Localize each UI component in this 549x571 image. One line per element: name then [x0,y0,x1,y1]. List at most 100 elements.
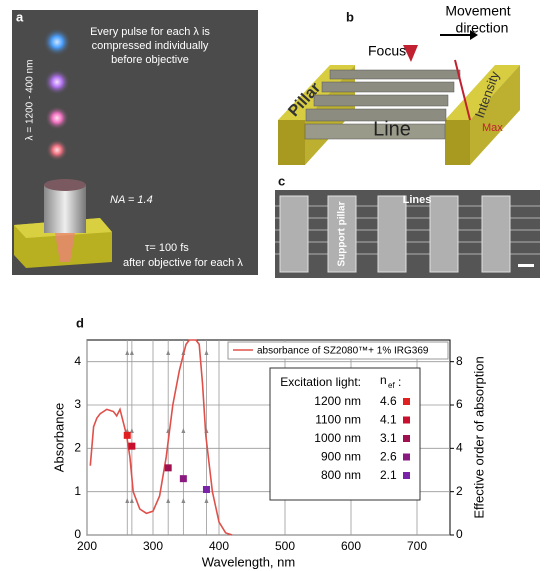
movement-arrowhead [470,30,478,40]
panel-c: c Lines Support pillar [275,173,540,278]
pulse [43,28,71,56]
movement-label: Movement [445,3,510,19]
wavelength-range: λ = 1200 - 400 nm [25,60,36,141]
n-value: 4.1 [380,413,397,427]
pillar [445,65,520,120]
n-sub: ef [388,381,395,390]
guide-arrow [204,350,209,355]
y-tick-label: 0 [74,527,81,541]
excitation-label: 800 nm [321,468,361,482]
note-line: compressed individually [92,40,209,52]
panel-label: d [76,315,84,330]
objective [44,185,86,233]
panel-label: a [16,9,24,24]
guide-arrow [166,498,171,503]
intensity-arrow [454,59,471,121]
table-swatch [403,453,410,461]
y2-tick-label: 6 [456,397,463,411]
pulse [45,106,69,130]
y-axis-label: Absorbance [51,403,66,472]
y-tick-label: 3 [74,397,81,411]
line [321,81,455,93]
marker [123,431,131,439]
max-label: Max [482,122,503,134]
guide-arrow [129,498,134,503]
after-objective: after objective for each λ [123,257,243,269]
pillar [278,120,305,165]
y-tick-label: 1 [74,484,81,498]
excitation-label: 1100 nm [315,413,361,427]
marker [202,486,210,493]
excitation-label: 1000 nm [314,431,361,445]
guide-arrow [129,428,134,433]
sem-pillar [377,195,407,273]
numerical-aperture: NA = 1.4 [110,194,153,206]
absorbance-line [89,339,233,536]
marker [179,475,187,483]
line [305,108,447,122]
marker [164,464,172,472]
sem-pillar [327,195,357,273]
y2-axis-label: Effective order of absorption [471,356,486,518]
table-swatch [403,435,410,442]
n-value: 2.1 [380,468,397,482]
scale-bar [518,264,534,267]
marker [128,442,136,450]
n-header: n [380,373,387,387]
pulse [44,69,70,95]
sem-pillar [481,195,511,273]
sem-pillar [429,195,459,273]
y2-tick-label: 0 [456,527,463,541]
n-colon: : [398,375,401,389]
guide-arrow [125,350,130,355]
note-line: before objective [111,54,189,66]
guide-arrow [129,350,134,355]
table-swatch [403,472,410,479]
panel-label: b [346,9,354,24]
movement-label: direction [456,20,509,36]
legend-label: absorbance of SZ2080™+ 1% IRG369 [257,346,429,357]
objective-top [44,179,86,191]
x-tick-label: 500 [275,539,295,553]
panel-label: c [278,173,285,188]
y2-tick-label: 8 [456,354,463,368]
line-label: Line [373,118,411,140]
excitation-label: 1200 nm [314,394,361,408]
n-value: 4.6 [380,394,397,408]
table-swatch [403,398,410,405]
x-tick-label: 400 [209,539,229,553]
excitation-label: 900 nm [321,450,361,464]
guide-arrow [204,498,209,503]
y2-tick-label: 2 [456,484,463,498]
x-axis-label: Wavelength, nm [202,554,295,569]
guide-arrow [125,498,130,503]
pillar [470,65,520,165]
y-tick-label: 4 [74,354,81,368]
pulse-duration: τ= 100 fs [145,242,189,254]
table-box [269,367,421,501]
x-tick-label: 300 [143,539,163,553]
table-header: Excitation light: [280,375,361,389]
beam [55,233,75,262]
line [329,69,461,80]
pulse [46,139,68,161]
note-line: Every pulse for each λ is [90,26,210,38]
y-tick-label: 2 [74,441,81,455]
sem-pillar [279,195,309,273]
n-value: 3.1 [380,431,397,445]
guide-arrow [166,350,171,355]
x-tick-label: 600 [341,539,361,553]
x-tick-label: 200 [77,539,97,553]
chart: 200 300 400 500 600 700 0 1 2 3 4 0 2 4 6 8 Wavelength, … [51,339,486,569]
legend-box [227,341,449,360]
y2-tick-label: 4 [456,441,463,455]
focus-cone [403,45,418,62]
support-label: Support pillar [337,201,348,266]
pillar [445,120,470,165]
line [313,94,449,107]
panel-a: a Every pulse for each λ is compressed i… [12,9,258,275]
guide-arrow [181,428,186,433]
guide-arrow [181,498,186,503]
x-tick-label: 700 [407,539,427,553]
panel-b: b Movement direction Focus Pillar Line I… [278,3,520,165]
